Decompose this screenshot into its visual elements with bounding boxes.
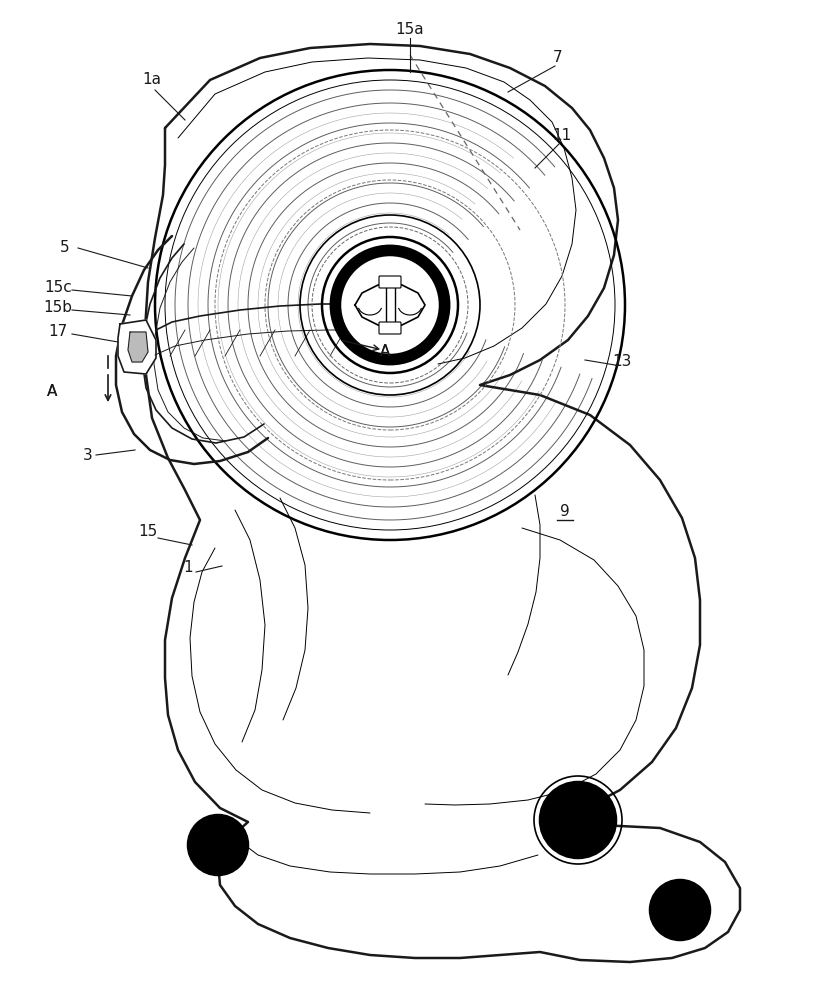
- Polygon shape: [355, 283, 425, 327]
- Circle shape: [188, 815, 248, 875]
- Text: 3: 3: [84, 448, 93, 462]
- Bar: [386, 282, 395, 327]
- Text: 15c: 15c: [44, 280, 72, 296]
- Text: 1: 1: [184, 560, 193, 576]
- FancyBboxPatch shape: [379, 276, 401, 288]
- Polygon shape: [118, 320, 156, 374]
- Circle shape: [540, 782, 616, 858]
- Text: A: A: [380, 344, 390, 360]
- Text: 15: 15: [138, 524, 158, 540]
- Polygon shape: [128, 332, 148, 362]
- Text: 15b: 15b: [44, 300, 73, 316]
- Text: 1a: 1a: [142, 73, 161, 88]
- Text: 9: 9: [560, 504, 570, 520]
- FancyBboxPatch shape: [379, 322, 401, 334]
- Text: 13: 13: [612, 355, 632, 369]
- Circle shape: [340, 255, 440, 355]
- Text: 17: 17: [48, 324, 68, 340]
- Circle shape: [332, 247, 448, 363]
- Text: 15a: 15a: [395, 22, 424, 37]
- Circle shape: [650, 880, 710, 940]
- Text: A: A: [380, 344, 390, 360]
- Text: 11: 11: [552, 127, 571, 142]
- Text: A: A: [47, 384, 57, 399]
- Text: A: A: [47, 384, 57, 399]
- Text: 5: 5: [60, 240, 69, 255]
- Polygon shape: [145, 44, 740, 962]
- Text: 7: 7: [553, 50, 563, 66]
